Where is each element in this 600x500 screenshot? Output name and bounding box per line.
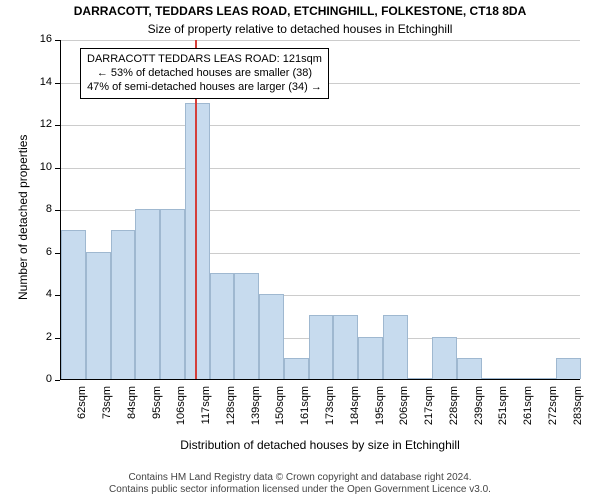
y-tick-mark [55, 125, 60, 126]
x-tick-label: 184sqm [349, 386, 361, 436]
histogram-bar [160, 209, 185, 379]
x-axis-label: Distribution of detached houses by size … [60, 438, 580, 452]
histogram-bar [531, 378, 556, 379]
histogram-bar [358, 337, 383, 380]
x-tick-label: 128sqm [225, 386, 237, 436]
histogram-bar [457, 358, 482, 379]
x-tick-label: 139sqm [250, 386, 262, 436]
y-tick-label: 4 [22, 288, 52, 300]
y-tick-mark [55, 338, 60, 339]
histogram-bar [284, 358, 309, 379]
y-axis-label: Number of detached properties [16, 135, 30, 300]
x-tick-label: 62sqm [76, 386, 88, 436]
histogram-bar [507, 378, 532, 379]
y-tick-label: 8 [22, 203, 52, 215]
x-tick-label: 239sqm [473, 386, 485, 436]
attribution-line: Contains public sector information licen… [0, 484, 600, 496]
y-tick-label: 0 [22, 373, 52, 385]
x-tick-label: 228sqm [448, 386, 460, 436]
histogram-bar [185, 103, 210, 379]
y-tick-label: 14 [22, 76, 52, 88]
histogram-bar [309, 315, 334, 379]
histogram-bar [482, 378, 507, 379]
attribution-line: Contains HM Land Registry data © Crown c… [0, 472, 600, 484]
gridline [61, 125, 580, 126]
y-tick-mark [55, 168, 60, 169]
annotation-line: DARRACOTT TEDDARS LEAS ROAD: 121sqm [87, 53, 322, 67]
histogram-bar [333, 315, 358, 379]
x-tick-label: 95sqm [151, 386, 163, 436]
histogram-bar [432, 337, 457, 380]
x-tick-label: 73sqm [101, 386, 113, 436]
histogram-bar [408, 378, 433, 379]
x-tick-label: 161sqm [299, 386, 311, 436]
gridline [61, 168, 580, 169]
histogram-bar [259, 294, 284, 379]
histogram-bar [61, 230, 86, 379]
chart-title: DARRACOTT, TEDDARS LEAS ROAD, ETCHINGHIL… [0, 4, 600, 18]
y-tick-mark [55, 253, 60, 254]
annotation-line: 47% of semi-detached houses are larger (… [87, 81, 322, 95]
y-tick-label: 2 [22, 331, 52, 343]
x-tick-label: 117sqm [200, 386, 212, 436]
y-tick-mark [55, 295, 60, 296]
attribution-text: Contains HM Land Registry data © Crown c… [0, 472, 600, 496]
x-tick-label: 173sqm [324, 386, 336, 436]
gridline [61, 40, 580, 41]
y-tick-label: 16 [22, 33, 52, 45]
y-tick-mark [55, 40, 60, 41]
x-tick-label: 217sqm [423, 386, 435, 436]
histogram-bar [556, 358, 581, 379]
x-tick-label: 84sqm [126, 386, 138, 436]
histogram-bar [210, 273, 235, 379]
chart-container: { "title": { "text": "DARRACOTT, TEDDARS… [0, 0, 600, 500]
y-tick-mark [55, 83, 60, 84]
annotation-line: ← 53% of detached houses are smaller (38… [87, 67, 322, 81]
chart-subtitle: Size of property relative to detached ho… [0, 22, 600, 36]
x-tick-label: 251sqm [497, 386, 509, 436]
y-tick-label: 6 [22, 246, 52, 258]
histogram-bar [111, 230, 136, 379]
x-tick-label: 283sqm [572, 386, 584, 436]
histogram-bar [383, 315, 408, 379]
x-tick-label: 272sqm [547, 386, 559, 436]
x-tick-label: 195sqm [374, 386, 386, 436]
y-tick-label: 12 [22, 118, 52, 130]
y-tick-mark [55, 210, 60, 211]
x-tick-label: 206sqm [398, 386, 410, 436]
x-tick-label: 261sqm [522, 386, 534, 436]
annotation-box: DARRACOTT TEDDARS LEAS ROAD: 121sqm ← 53… [80, 48, 329, 99]
histogram-bar [86, 252, 111, 380]
histogram-bar [234, 273, 259, 379]
y-tick-mark [55, 380, 60, 381]
y-tick-label: 10 [22, 161, 52, 173]
histogram-bar [135, 209, 160, 379]
x-tick-label: 150sqm [274, 386, 286, 436]
x-tick-label: 106sqm [175, 386, 187, 436]
